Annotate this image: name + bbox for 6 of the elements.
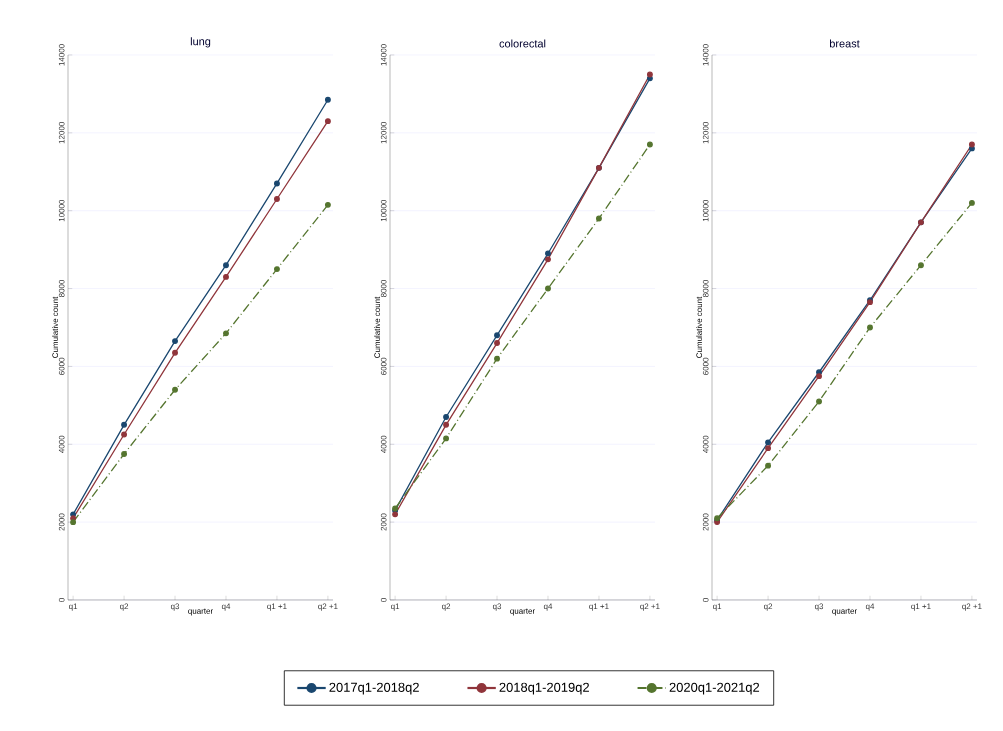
chart-title: colorectal (499, 39, 546, 48)
legend-label: 2020q1-2021q2 (669, 682, 760, 695)
legend-label: 2018q1-2019q2 (499, 682, 589, 695)
legend-label: 2017q1-2018q2 (329, 682, 419, 695)
chart-title: breast (829, 39, 860, 48)
chart-title: lung (190, 37, 211, 48)
